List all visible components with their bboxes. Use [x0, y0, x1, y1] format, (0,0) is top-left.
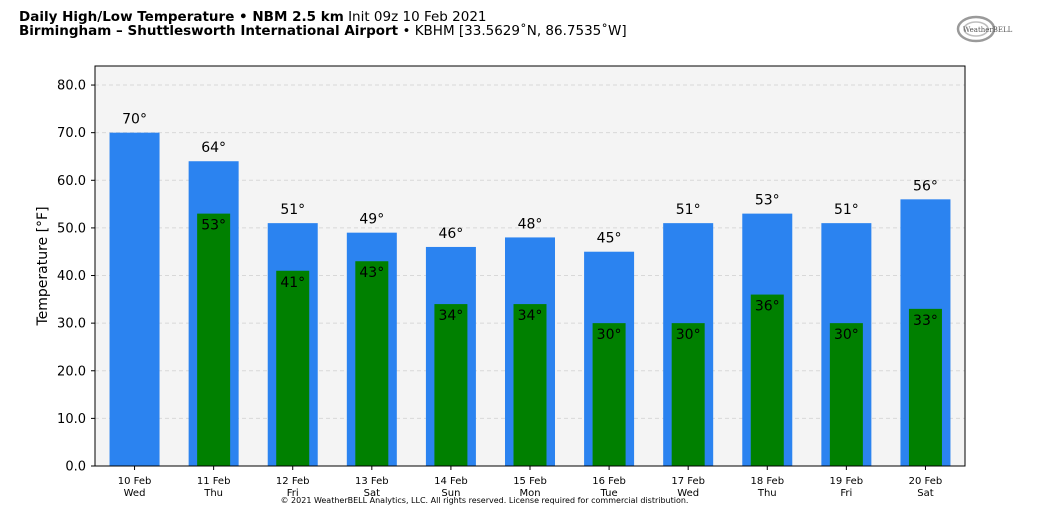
x-tick-date: 19 Feb: [830, 476, 864, 487]
y-tick-label: 60.0: [57, 174, 86, 189]
low-temp-label: 43°: [359, 265, 384, 281]
low-temp-bar: [908, 308, 942, 466]
logo-text: WeatherBELL: [963, 26, 1013, 34]
station-line: Birmingham – Shuttlesworth International…: [19, 23, 627, 39]
x-tick-date: 11 Feb: [197, 476, 231, 487]
x-tick-date: 16 Feb: [592, 476, 626, 487]
x-tick-day: Thu: [757, 488, 777, 499]
low-temp-label: 30°: [834, 327, 859, 343]
low-temp-label: 34°: [438, 308, 463, 324]
y-tick-label: 40.0: [57, 269, 86, 284]
y-tick-label: 30.0: [57, 317, 86, 332]
copyright-footer: © 2021 WeatherBELL Analytics, LLC. All r…: [280, 496, 689, 505]
x-tick-date: 13 Feb: [355, 476, 389, 487]
low-temp-bar: [829, 323, 863, 466]
high-temp-bar: [109, 132, 160, 466]
x-tick-date: 20 Feb: [909, 476, 943, 487]
x-tick-date: 18 Feb: [750, 476, 784, 487]
high-temp-label: 70°: [122, 112, 147, 128]
low-temp-bar: [197, 213, 231, 466]
bars: [109, 132, 951, 467]
chart-title: Daily High/Low Temperature • NBM 2.5 km …: [19, 9, 487, 25]
station-name: Birmingham – Shuttlesworth International…: [19, 23, 399, 39]
x-tick-day: Fri: [287, 488, 299, 499]
y-tick-label: 50.0: [57, 221, 86, 236]
low-temp-bar: [355, 261, 389, 466]
x-tick-day: Tue: [600, 488, 618, 499]
low-temp-bar: [276, 270, 310, 466]
title-bold: Daily High/Low Temperature • NBM 2.5 km: [19, 9, 344, 25]
y-axis: 0.0 10.0 20.0 30.0 40.0 50.0 60.0 70.0 80.0: [57, 79, 95, 475]
y-tick-label: 0.0: [65, 460, 86, 475]
high-temp-label: 51°: [280, 202, 305, 218]
high-temp-label: 45°: [597, 231, 622, 247]
high-temp-label: 46°: [438, 226, 463, 242]
x-tick-day: Fri: [840, 488, 852, 499]
x-tick-date: 12 Feb: [276, 476, 310, 487]
low-temp-label: 34°: [518, 308, 543, 324]
x-tick-day: Mon: [519, 488, 540, 499]
high-temp-label: 51°: [834, 202, 859, 218]
y-tick-label: 20.0: [57, 364, 86, 379]
x-tick-date: 15 Feb: [513, 476, 547, 487]
y-tick-label: 10.0: [57, 412, 86, 427]
data-labels: 70° 64° 53° 51° 41° 49° 43° 46° 34° 48° 34° 45° 30° 5…: [122, 112, 938, 343]
weatherbell-logo: WeatherBELL: [956, 15, 1013, 43]
low-temp-bar: [513, 304, 547, 466]
x-tick-day: Wed: [677, 488, 699, 499]
x-tick-day: Thu: [203, 488, 223, 499]
high-temp-label: 48°: [518, 216, 543, 232]
low-temp-bar: [592, 323, 626, 466]
low-temp-bar: [671, 323, 705, 466]
high-temp-label: 56°: [913, 178, 938, 194]
low-temp-label: 36°: [755, 299, 780, 315]
x-tick-day: Sat: [364, 488, 380, 499]
low-temp-label: 41°: [280, 275, 305, 291]
station-info: • KBHM [33.5629˚N, 86.7535˚W]: [402, 23, 627, 39]
low-temp-bar: [434, 304, 468, 466]
low-temp-label: 30°: [597, 327, 622, 343]
y-axis-label: Temperature [°F]: [35, 206, 51, 326]
y-tick-label: 70.0: [57, 126, 86, 141]
low-temp-label: 30°: [676, 327, 701, 343]
low-temp-bar: [750, 294, 784, 466]
high-temp-label: 53°: [755, 193, 780, 209]
x-tick-day: Sat: [917, 488, 933, 499]
x-tick-date: 10 Feb: [118, 476, 152, 487]
low-temp-label: 33°: [913, 313, 938, 329]
x-tick-date: 14 Feb: [434, 476, 468, 487]
high-temp-label: 64°: [201, 140, 226, 156]
x-tick-date: 17 Feb: [671, 476, 705, 487]
x-tick-day: Wed: [124, 488, 146, 499]
high-temp-label: 51°: [676, 202, 701, 218]
x-tick-day: Sun: [441, 488, 460, 499]
init-time: Init 09z 10 Feb 2021: [348, 9, 487, 25]
low-temp-label: 53°: [201, 218, 226, 234]
high-temp-label: 49°: [359, 212, 384, 228]
y-tick-label: 80.0: [57, 79, 86, 94]
